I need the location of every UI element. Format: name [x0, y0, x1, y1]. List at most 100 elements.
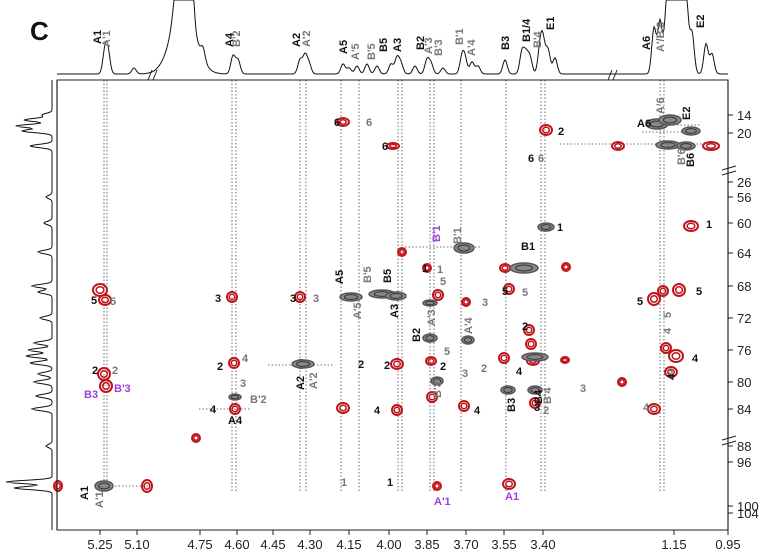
- top-peak-label: B3: [500, 36, 512, 50]
- peak-annotation: 2: [481, 363, 487, 375]
- peak-annotation: 4: [666, 373, 678, 380]
- top-peak-label: A4: [224, 32, 236, 47]
- cross-peak-gray: [527, 385, 543, 395]
- peak-annotation: A1: [79, 486, 91, 500]
- peak-annotation: B2: [411, 328, 423, 342]
- peak-annotation: 4: [242, 353, 249, 365]
- cross-peak-contour-inner: [230, 359, 238, 367]
- cross-peak-red: [539, 124, 553, 136]
- peak-annotation: 5: [637, 296, 643, 308]
- cross-peak-contour-inner: [660, 142, 676, 148]
- y-axis-break: [721, 165, 737, 176]
- top-peak-label: A2: [291, 33, 303, 47]
- peak-labels: A1A'1 A4B'2 A2A'2 A5 A'5 B'5 B5 A3 B2A'3B'3B'1A'…: [79, 15, 712, 508]
- cross-peak-contour-inner: [434, 483, 440, 489]
- cross-peak-contour-inner: [504, 480, 514, 488]
- cross-peak-red: [672, 283, 686, 297]
- cross-peak-red: [525, 338, 537, 350]
- cross-peak-contour: [391, 404, 403, 416]
- cross-peak-contour-inner: [457, 244, 471, 252]
- cross-peak-contour-inner: [99, 369, 109, 379]
- peak-annotation: B4: [533, 389, 545, 404]
- cross-peak-red: [657, 285, 669, 297]
- cross-peak-red: [141, 479, 153, 493]
- top-peak-label: A'5: [350, 43, 362, 60]
- peak-annotation: A'6: [655, 97, 667, 114]
- cross-peak-gray: [422, 333, 438, 343]
- cross-peak-red: [461, 297, 471, 307]
- cross-peak-contour: [397, 247, 407, 257]
- cross-peak-contour: [523, 324, 535, 336]
- cross-peak-contour-inner: [562, 357, 568, 363]
- cross-peak-contour-inner: [505, 285, 513, 293]
- peak-annotation: B'2: [250, 394, 267, 406]
- peak-annotation: A'1: [94, 491, 106, 508]
- cross-peak-red: [668, 349, 684, 363]
- cross-peak-contour-inner: [563, 264, 569, 270]
- cross-peak-contour: [461, 297, 471, 307]
- top-peak-label: B'4: [532, 30, 544, 48]
- cross-peak-gray: [228, 393, 242, 401]
- cross-peak-contour: [529, 397, 541, 409]
- top-peak-label: A5: [338, 40, 350, 54]
- cross-peak-gray: [94, 480, 114, 492]
- y-tick-label: 84: [737, 402, 751, 417]
- top-peak-label: A3: [392, 38, 404, 52]
- cross-peak-contour: [432, 289, 444, 301]
- cross-peak-contour-inner: [393, 406, 401, 414]
- cross-peak-red: [397, 247, 407, 257]
- top-peak-label: A'4: [466, 38, 478, 56]
- peak-annotation: 1: [557, 222, 563, 234]
- cross-peak-contour: [683, 220, 699, 232]
- x-tick-label: 5.10: [124, 537, 149, 552]
- cross-peak-contour-inner: [527, 340, 535, 348]
- peak-annotation: 3: [482, 297, 488, 309]
- cross-peak-contour-inner: [525, 326, 533, 334]
- y-tick-label: 80: [737, 375, 751, 390]
- cross-peak-contour-inner: [680, 143, 692, 149]
- peak-annotation: B'1: [452, 227, 464, 244]
- peak-annotation: 6: [366, 117, 372, 129]
- cross-peak-red: [432, 289, 444, 301]
- cross-peak-contour-inner: [666, 368, 676, 376]
- cross-peak-contour: [502, 478, 516, 490]
- peak-annotation: 5: [502, 286, 508, 298]
- cross-peak-red: [647, 292, 661, 306]
- cross-peak-contour: [617, 377, 627, 387]
- cross-peak-contour-inner: [392, 360, 402, 368]
- cross-peak-contour: [503, 283, 515, 295]
- peak-annotation: 4: [374, 405, 381, 417]
- peak-annotation: 5: [444, 346, 450, 358]
- cross-peak-contour: [660, 342, 672, 354]
- peak-annotation: A'2: [308, 372, 320, 389]
- cross-peak-contour-inner: [338, 119, 348, 125]
- peak-annotation: 5: [662, 312, 674, 318]
- cross-peak-red: [390, 358, 404, 370]
- cross-peak-red: [426, 391, 438, 403]
- x-tick-label: 4.75: [187, 537, 212, 552]
- top-1h-spectrum: [57, 0, 728, 81]
- peak-annotation: B3: [506, 398, 518, 412]
- cross-peak-contour: [664, 366, 678, 378]
- peak-annotation: B'3: [432, 381, 444, 398]
- cross-peak-contour: [525, 338, 537, 350]
- cross-peak-contour: [657, 285, 669, 297]
- cross-peak-contour: [191, 433, 201, 443]
- y-tick-label: 100: [737, 499, 759, 514]
- cross-peak-contour: [336, 117, 350, 127]
- peak-annotation: 2: [92, 365, 98, 377]
- top-peak-label: A'/B'6: [655, 22, 667, 52]
- top-peak-label: B2: [415, 36, 427, 50]
- x-tick-label: 4.00: [376, 537, 401, 552]
- peak-annotation: A'1: [434, 496, 451, 508]
- x-tick-label: 3.40: [530, 537, 555, 552]
- cross-peak-red: [191, 433, 201, 443]
- peak-annotation: 2: [440, 361, 446, 373]
- y-tick-label: 64: [737, 246, 751, 261]
- peak-annotation: 5: [110, 296, 116, 308]
- peak-annotation: 4: [210, 404, 217, 416]
- peak-annotation: 4: [516, 366, 523, 378]
- peak-annotation: 3: [240, 378, 246, 390]
- x-tick-label: 4.45: [260, 537, 285, 552]
